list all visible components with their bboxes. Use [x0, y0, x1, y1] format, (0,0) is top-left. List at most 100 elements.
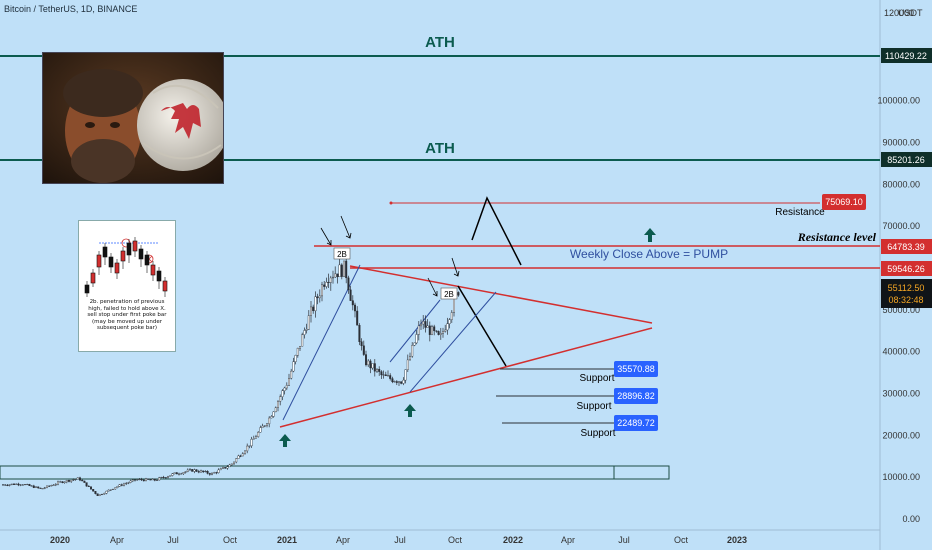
y-tick-label: 50000.00	[882, 305, 920, 315]
candle-body	[149, 479, 152, 481]
triangle-lower-line[interactable]	[279, 327, 653, 428]
candle-body	[314, 296, 317, 312]
candle-body	[147, 478, 150, 480]
candle-body	[391, 378, 394, 383]
candle-body	[144, 478, 147, 482]
support-tag-1[interactable]	[614, 361, 658, 377]
candle-body	[85, 482, 88, 487]
candle-body	[83, 480, 86, 483]
candle-body	[219, 468, 222, 471]
resistance-text: Resistance	[775, 207, 825, 218]
twob-box-left	[333, 247, 351, 260]
candle-body	[4, 484, 7, 486]
resistance-tag[interactable]	[822, 194, 866, 210]
ath-tag-2[interactable]	[881, 152, 932, 167]
currency-label: USDT	[898, 8, 923, 18]
ath-tag-2-text: 85201.26	[887, 155, 925, 165]
meme-photo	[42, 52, 224, 184]
candle-body	[334, 273, 337, 278]
candle-body	[87, 485, 90, 487]
candle-body	[107, 489, 110, 492]
x-tick-label: 2022	[503, 535, 523, 545]
countdown-text: 08:32:48	[888, 295, 923, 305]
candle-body	[59, 481, 62, 483]
candle-body	[351, 300, 354, 306]
support-tag-3[interactable]	[614, 415, 658, 431]
weekly-close-tag[interactable]	[881, 261, 932, 276]
candle-body	[431, 326, 434, 335]
candle-body	[138, 478, 141, 480]
candle-body	[228, 464, 231, 468]
candle-body	[332, 276, 335, 279]
candle-body	[52, 484, 55, 486]
twob-label-left: 2B	[337, 250, 347, 259]
candle-body	[283, 387, 286, 391]
candle-body	[131, 479, 134, 482]
candle-body	[270, 416, 273, 419]
candle-body	[373, 363, 376, 372]
candle-body	[94, 491, 97, 494]
triangle-upper-line[interactable]	[349, 265, 653, 324]
projection-down	[457, 285, 507, 367]
candle-body	[122, 483, 125, 486]
pointer-arrow-3-icon	[427, 277, 438, 297]
candle-body	[24, 484, 27, 486]
resistance-level-tag[interactable]	[881, 239, 932, 254]
current-price-tag[interactable]	[881, 279, 932, 308]
candle-body	[336, 273, 339, 278]
support-text-2: Support	[576, 401, 611, 412]
candle-body	[151, 478, 154, 481]
accumulation-box	[0, 465, 670, 480]
x-tick-label: Oct	[674, 535, 689, 545]
support-tag-3-text: 22489.72	[617, 418, 655, 428]
candle-body	[32, 485, 35, 488]
candle-body	[292, 361, 295, 372]
candle-body	[175, 472, 178, 475]
candle-body	[202, 470, 205, 473]
resistance-tag-text: 75069.10	[825, 197, 863, 207]
x-tick-label: 2020	[50, 535, 70, 545]
candle-body	[444, 329, 447, 332]
candle-body	[406, 359, 409, 370]
candle-body	[54, 483, 57, 486]
candle-body	[204, 471, 207, 473]
x-tick-label: 2021	[277, 535, 297, 545]
candle-body	[272, 411, 275, 417]
candle-body	[133, 479, 136, 481]
candle-body	[369, 360, 372, 369]
y-tick-label: 0.00	[902, 514, 920, 524]
green-arrow-up-2-icon	[404, 404, 416, 417]
candle-body	[81, 479, 84, 482]
candle-body	[199, 470, 202, 473]
candle-body	[354, 304, 357, 312]
y-tick-label: 40000.00	[882, 347, 920, 357]
support-tag-2[interactable]	[614, 388, 658, 404]
pointer-arrow-1-icon	[320, 227, 332, 246]
candle-body	[266, 423, 269, 426]
candle-body	[316, 296, 319, 299]
candle-body	[193, 469, 196, 472]
candle-body	[398, 381, 401, 383]
candle-body	[321, 284, 324, 297]
candle-body	[239, 455, 242, 457]
candle-body	[116, 486, 119, 488]
candle-body	[169, 475, 172, 477]
ath-tag-1[interactable]	[881, 48, 932, 63]
candle-body	[103, 493, 106, 495]
candle-body	[435, 330, 438, 332]
candle-body	[433, 326, 436, 332]
x-tick-label: 2023	[727, 535, 747, 545]
time-axis[interactable]: 2020 Apr Jul Oct 2021 Apr Jul Oct 2022 Apr Jul Oct 2…	[50, 535, 747, 545]
candle-body	[127, 482, 130, 484]
candle-body	[446, 323, 449, 331]
candle-body	[439, 333, 442, 335]
ath-label-bottom: ATH	[425, 140, 455, 157]
candle-body	[140, 478, 143, 481]
candle-body	[387, 375, 390, 377]
candle-body	[323, 284, 326, 287]
candle-body	[65, 480, 68, 483]
candle-body	[356, 310, 359, 326]
candle-body	[230, 463, 233, 466]
candle-body	[296, 347, 299, 356]
